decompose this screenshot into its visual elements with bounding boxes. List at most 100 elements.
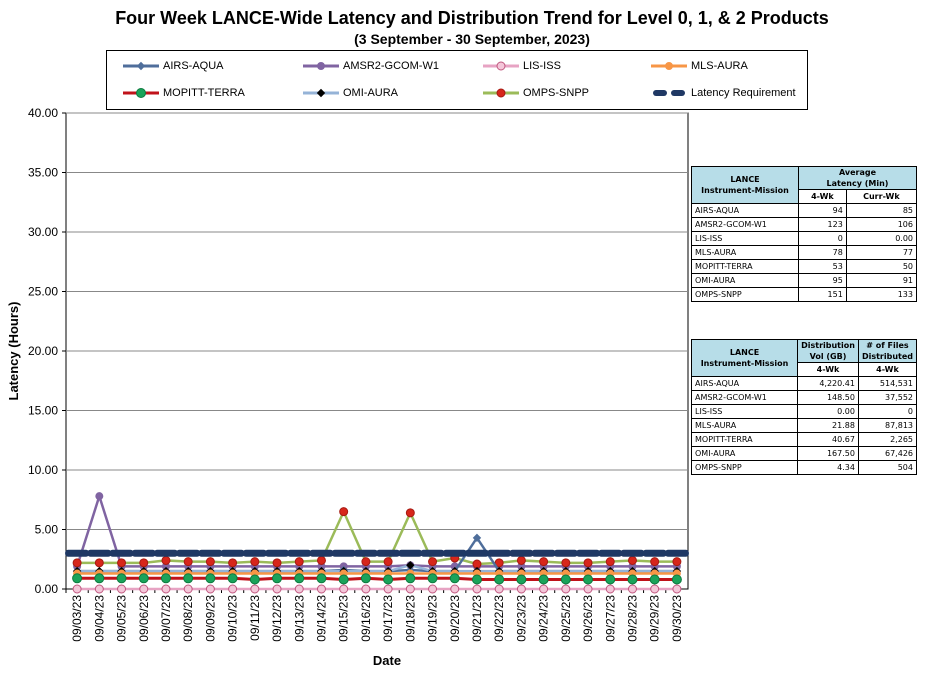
data-point [560, 574, 571, 585]
data-point [272, 584, 282, 594]
table-cell-files: 2,265 [857, 432, 918, 447]
x-tick-label: 09/28/23 [625, 595, 639, 642]
requirement-dash [353, 549, 378, 557]
data-point [539, 557, 549, 567]
requirement-dash [87, 549, 112, 557]
table-cell-files: 0 [857, 404, 918, 419]
table-row: AMSR2-GCOM-W1 123 106 [691, 217, 918, 232]
requirement-dash [598, 549, 623, 557]
chart-title: Four Week LANCE-Wide Latency and Distrib… [115, 8, 829, 28]
y-tick-label: 30.00 [28, 225, 58, 239]
data-point [649, 574, 660, 585]
requirement-dash [198, 549, 223, 557]
data-point [627, 555, 637, 565]
x-tick-label: 09/23/23 [514, 595, 528, 642]
data-point [338, 574, 349, 585]
x-tick-label: 09/12/23 [270, 595, 284, 642]
table-row: OMI-AURA 167.50 67,426 [690, 446, 918, 461]
x-tick-label: 09/14/23 [314, 595, 328, 642]
requirement-dash [464, 549, 489, 557]
x-tick-label: 09/20/23 [448, 595, 462, 642]
y-tick-label: 35.00 [28, 166, 58, 180]
distribution-table-sub-vol: 4-Wk [797, 362, 859, 377]
data-point [427, 573, 438, 584]
table-row: OMPS-SNPP 151 133 [691, 287, 918, 302]
legend-marker [665, 62, 673, 70]
latency-table-header-instrument: LANCE Instrument-Mission [691, 166, 799, 204]
x-tick-label: 09/03/23 [70, 595, 84, 642]
y-axis-title: Latency (Hours) [6, 302, 21, 401]
series-mopitt-terra [72, 573, 682, 585]
table-cell-name: OMI-AURA [691, 273, 799, 288]
series-latency-requirement [65, 549, 689, 557]
requirement-dash [487, 549, 512, 557]
legend-dash [653, 90, 667, 96]
legend-marker [136, 61, 146, 71]
legend-label: OMI-AURA [343, 87, 398, 99]
requirement-dash [420, 549, 445, 557]
requirement-dash [131, 549, 156, 557]
legend-marker [496, 88, 506, 98]
requirement-dash [242, 549, 267, 557]
x-tick-label: 09/24/23 [537, 595, 551, 642]
legend-swatch [651, 62, 687, 70]
requirement-dash [287, 549, 312, 557]
data-point [139, 558, 149, 568]
data-point [561, 584, 571, 594]
legend-swatch [483, 61, 519, 71]
table-cell-wk4: 123 [798, 217, 847, 232]
data-point [650, 584, 660, 594]
data-point [250, 584, 260, 594]
data-point [472, 533, 482, 543]
data-point [583, 574, 594, 585]
table-row: AIRS-AQUA 94 85 [691, 203, 918, 218]
data-point [205, 573, 216, 584]
data-point [339, 507, 349, 517]
data-point [405, 508, 415, 518]
data-point [494, 574, 505, 585]
data-point [472, 559, 482, 569]
data-point [472, 584, 482, 594]
table-cell-wk4: 78 [798, 245, 847, 260]
table-row: LIS-ISS 0.00 0 [690, 404, 918, 419]
latency-table-header-avg: Average Latency (Min) [798, 166, 917, 190]
data-point [672, 557, 682, 567]
data-point [72, 558, 82, 568]
table-cell-name: MOPITT-TERRA [691, 259, 799, 274]
data-point [294, 584, 304, 594]
table-cell-wk4: 0 [798, 231, 847, 246]
data-point [116, 573, 127, 584]
data-point [383, 574, 394, 585]
x-tick-label: 09/26/23 [581, 595, 595, 642]
data-point [294, 573, 305, 584]
series-line [75, 492, 677, 568]
table-cell-wk4: 95 [798, 273, 847, 288]
data-point [94, 573, 105, 584]
data-point [471, 574, 482, 585]
table-cell-curr: 85 [845, 203, 918, 218]
x-tick-label: 09/11/23 [248, 595, 262, 641]
series-omps-snpp [72, 507, 682, 569]
data-point [383, 557, 393, 567]
data-point [360, 573, 371, 584]
data-point [494, 558, 504, 568]
data-point [205, 584, 215, 594]
x-tick-label: 09/09/23 [203, 595, 217, 642]
x-tick-label: 09/16/23 [359, 595, 373, 642]
table-row: AIRS-AQUA 4,220.41 514,531 [690, 376, 918, 391]
x-tick-label: 09/22/23 [492, 595, 506, 642]
requirement-dash [309, 549, 334, 557]
data-point [406, 560, 415, 570]
y-tick-label: 25.00 [28, 285, 58, 299]
legend-label: OMPS-SNPP [523, 87, 590, 99]
data-point [294, 557, 304, 567]
data-point [672, 584, 682, 594]
table-cell-vol: 0.00 [797, 404, 859, 419]
series-lis-iss [72, 584, 682, 594]
table-cell-curr: 0.00 [845, 231, 918, 246]
y-tick-label: 20.00 [28, 344, 58, 358]
table-row: AMSR2-GCOM-W1 148.50 37,552 [690, 390, 918, 405]
series-line [77, 508, 677, 566]
legend-swatch [303, 88, 339, 98]
legend-label: MOPITT-TERRA [163, 87, 245, 99]
